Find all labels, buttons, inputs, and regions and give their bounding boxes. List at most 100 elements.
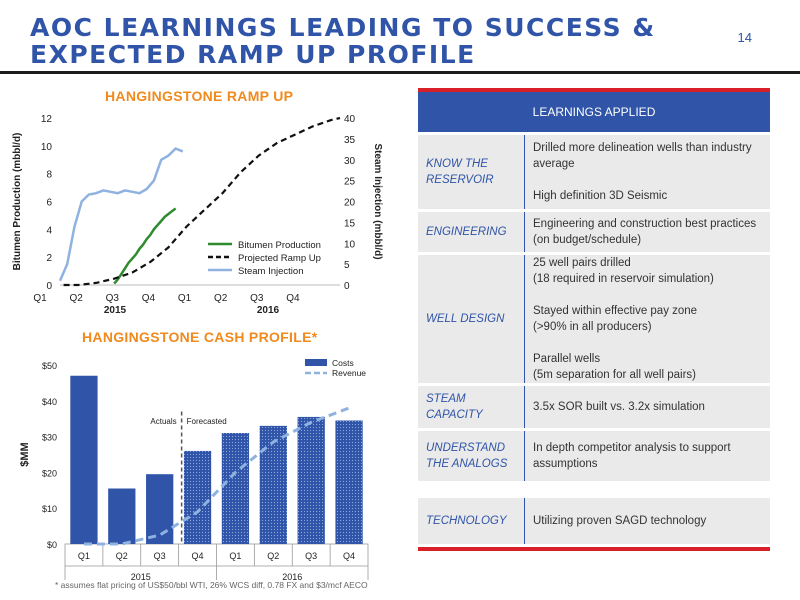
ramp-legend-label: Bitumen Production [238,240,321,251]
ramp-ytick-left: 12 [41,114,53,125]
ramp-ytick-right: 5 [344,260,350,271]
ramp-year-label: 2015 [104,305,127,316]
learnings-line: Utilizing proven SAGD technology [533,515,707,527]
ramp-ylabel-left: Bitumen Production (mbbl/d) [12,133,23,271]
ramp-chart-title: HANGINGSTONE RAMP UP [105,88,294,104]
learnings-row-key: KNOW THE RESERVOIR [418,135,525,209]
ramp-ytick-left: 6 [46,198,52,209]
learnings-row: KNOW THE RESERVOIR Drilled more delineati… [418,132,770,209]
cash-bar [108,488,136,544]
learnings-row: UNDERSTAND THE ANALOGS In depth competito… [418,428,770,481]
ramp-ytick-right: 35 [344,135,356,146]
ramp-ytick-right: 40 [344,114,356,125]
cash-bar [335,420,363,544]
learnings-row: STEAM CAPACITY 3.5x SOR built vs. 3.2x si… [418,383,770,428]
ramp-xtick: Q2 [214,293,228,304]
cash-xtick: Q4 [192,551,204,561]
learnings-header: LEARNINGS APPLIED [418,88,770,132]
ramp-year-label: 2016 [257,305,280,316]
cash-year-label: 2015 [131,572,151,580]
cash-xtick: Q3 [154,551,166,561]
ramp-ytick-left: 2 [46,253,52,264]
title-line-1: AOC LEARNINGS LEADING TO SUCCESS & [30,13,656,42]
cash-ytick: $30 [42,433,57,443]
cash-legend-swatch-costs [305,359,327,366]
learnings-row-value: Drilled more delineation wells than indu… [525,135,770,209]
learnings-line [533,172,764,188]
cash-ytick: $20 [42,468,57,478]
ramp-series-1 [63,116,341,287]
learnings-line: (18 required in reservoir simulation) [533,273,714,285]
cash-ylabel: $MM [19,442,31,466]
cash-revenue-line [83,406,350,546]
title-line-2: EXPECTED RAMP UP PROFILE [30,40,476,69]
learnings-row-value: Utilizing proven SAGD technology [525,498,770,544]
learnings-line: (>90% in all producers) [533,321,652,333]
ramp-ytick-left: 4 [46,225,52,236]
ramp-ytick-right: 0 [344,281,350,292]
cash-year-label: 2016 [282,572,302,580]
learnings-row-key: STEAM CAPACITY [418,386,525,428]
cash-ytick: $50 [42,361,57,371]
cash-xtick: Q3 [305,551,317,561]
learnings-row: TECHNOLOGY Utilizing proven SAGD technolo… [418,495,770,544]
ramp-ytick-left: 8 [46,170,52,181]
learnings-row: ENGINEERING Engineering and construction … [418,209,770,252]
cash-chart-title: HANGINGSTONE CASH PROFILE* [82,329,318,345]
ramp-series-2 [58,147,184,282]
learnings-row-key: TECHNOLOGY [418,498,525,544]
ramp-legend-label: Projected Ramp Up [238,253,321,264]
cash-bar [297,416,325,544]
footnote: * assumes flat pricing of US$50/bbl WTI,… [55,580,368,590]
cash-bar [259,425,287,544]
cash-xtick: Q4 [343,551,355,561]
ramp-xtick: Q4 [142,293,156,304]
learnings-line [533,335,764,351]
ramp-ytick-right: 10 [344,239,356,250]
page-number: 14 [737,30,752,45]
actuals-label: Actuals [150,417,176,426]
ramp-ytick-right: 25 [344,177,356,188]
cash-ytick: $0 [47,540,57,550]
page-title: AOC LEARNINGS LEADING TO SUCCESS & EXPEC… [30,14,710,68]
learnings-row-value: 25 well pairs drilled (18 required in res… [525,255,770,383]
ramp-ytick-right: 20 [344,198,356,209]
learnings-line: Parallel wells [533,353,601,365]
cash-legend-revenue: Revenue [332,368,366,378]
learnings-table: LEARNINGS APPLIED KNOW THE RESERVOIR Dril… [418,88,770,551]
learnings-line: Drilled more delineation wells than indu… [533,142,752,170]
ramp-legend-label: Steam Injection [238,266,303,277]
learnings-row-key: ENGINEERING [418,212,525,252]
cash-bar [221,433,250,544]
learnings-line: (5m separation for all well pairs) [533,369,696,381]
ramp-xtick: Q4 [286,293,300,304]
ramp-ytick-right: 15 [344,218,356,229]
learnings-row-value: Engineering and construction best practi… [525,212,770,252]
cash-legend-costs: Costs [332,358,354,368]
ramp-xtick: Q3 [106,293,120,304]
cash-ytick: $10 [42,504,57,514]
ramp-ytick-left: 10 [41,142,53,153]
learnings-line: High definition 3D Seismic [533,190,668,202]
learnings-line: 3.5x SOR built vs. 3.2x simulation [533,401,705,413]
cash-bar [183,450,212,544]
ramp-xtick: Q1 [33,293,47,304]
cash-xtick: Q1 [229,551,241,561]
learnings-line: 25 well pairs drilled [533,257,631,269]
learnings-row-key: WELL DESIGN [418,255,525,383]
learnings-line: Stayed within effective pay zone [533,305,698,317]
learnings-line: Engineering and construction best practi… [533,218,757,246]
learnings-row-value: In depth competitor analysis to support … [525,431,770,481]
cash-chart: $0 $10 $20 $30 $40 $50 $MM Q1 Q2 Q3 Q4 Q1 Q2 Q3 Q4 2015… [19,358,369,580]
learnings-row-key: UNDERSTAND THE ANALOGS [418,431,525,481]
learnings-line: In depth competitor analysis to support … [533,442,731,470]
ramp-xtick: Q1 [178,293,192,304]
ramp-ylabel-right: Steam Injection (mbbl/d) [372,143,383,259]
cash-bar [146,474,174,544]
ramp-series-0 [113,207,177,285]
learnings-row: WELL DESIGN 25 well pairs drilled (18 requ… [418,252,770,383]
cash-ytick: $40 [42,397,57,407]
ramp-ytick-left: 0 [46,281,52,292]
learnings-row-value: 3.5x SOR built vs. 3.2x simulation [525,386,770,428]
header-rule [0,71,800,74]
